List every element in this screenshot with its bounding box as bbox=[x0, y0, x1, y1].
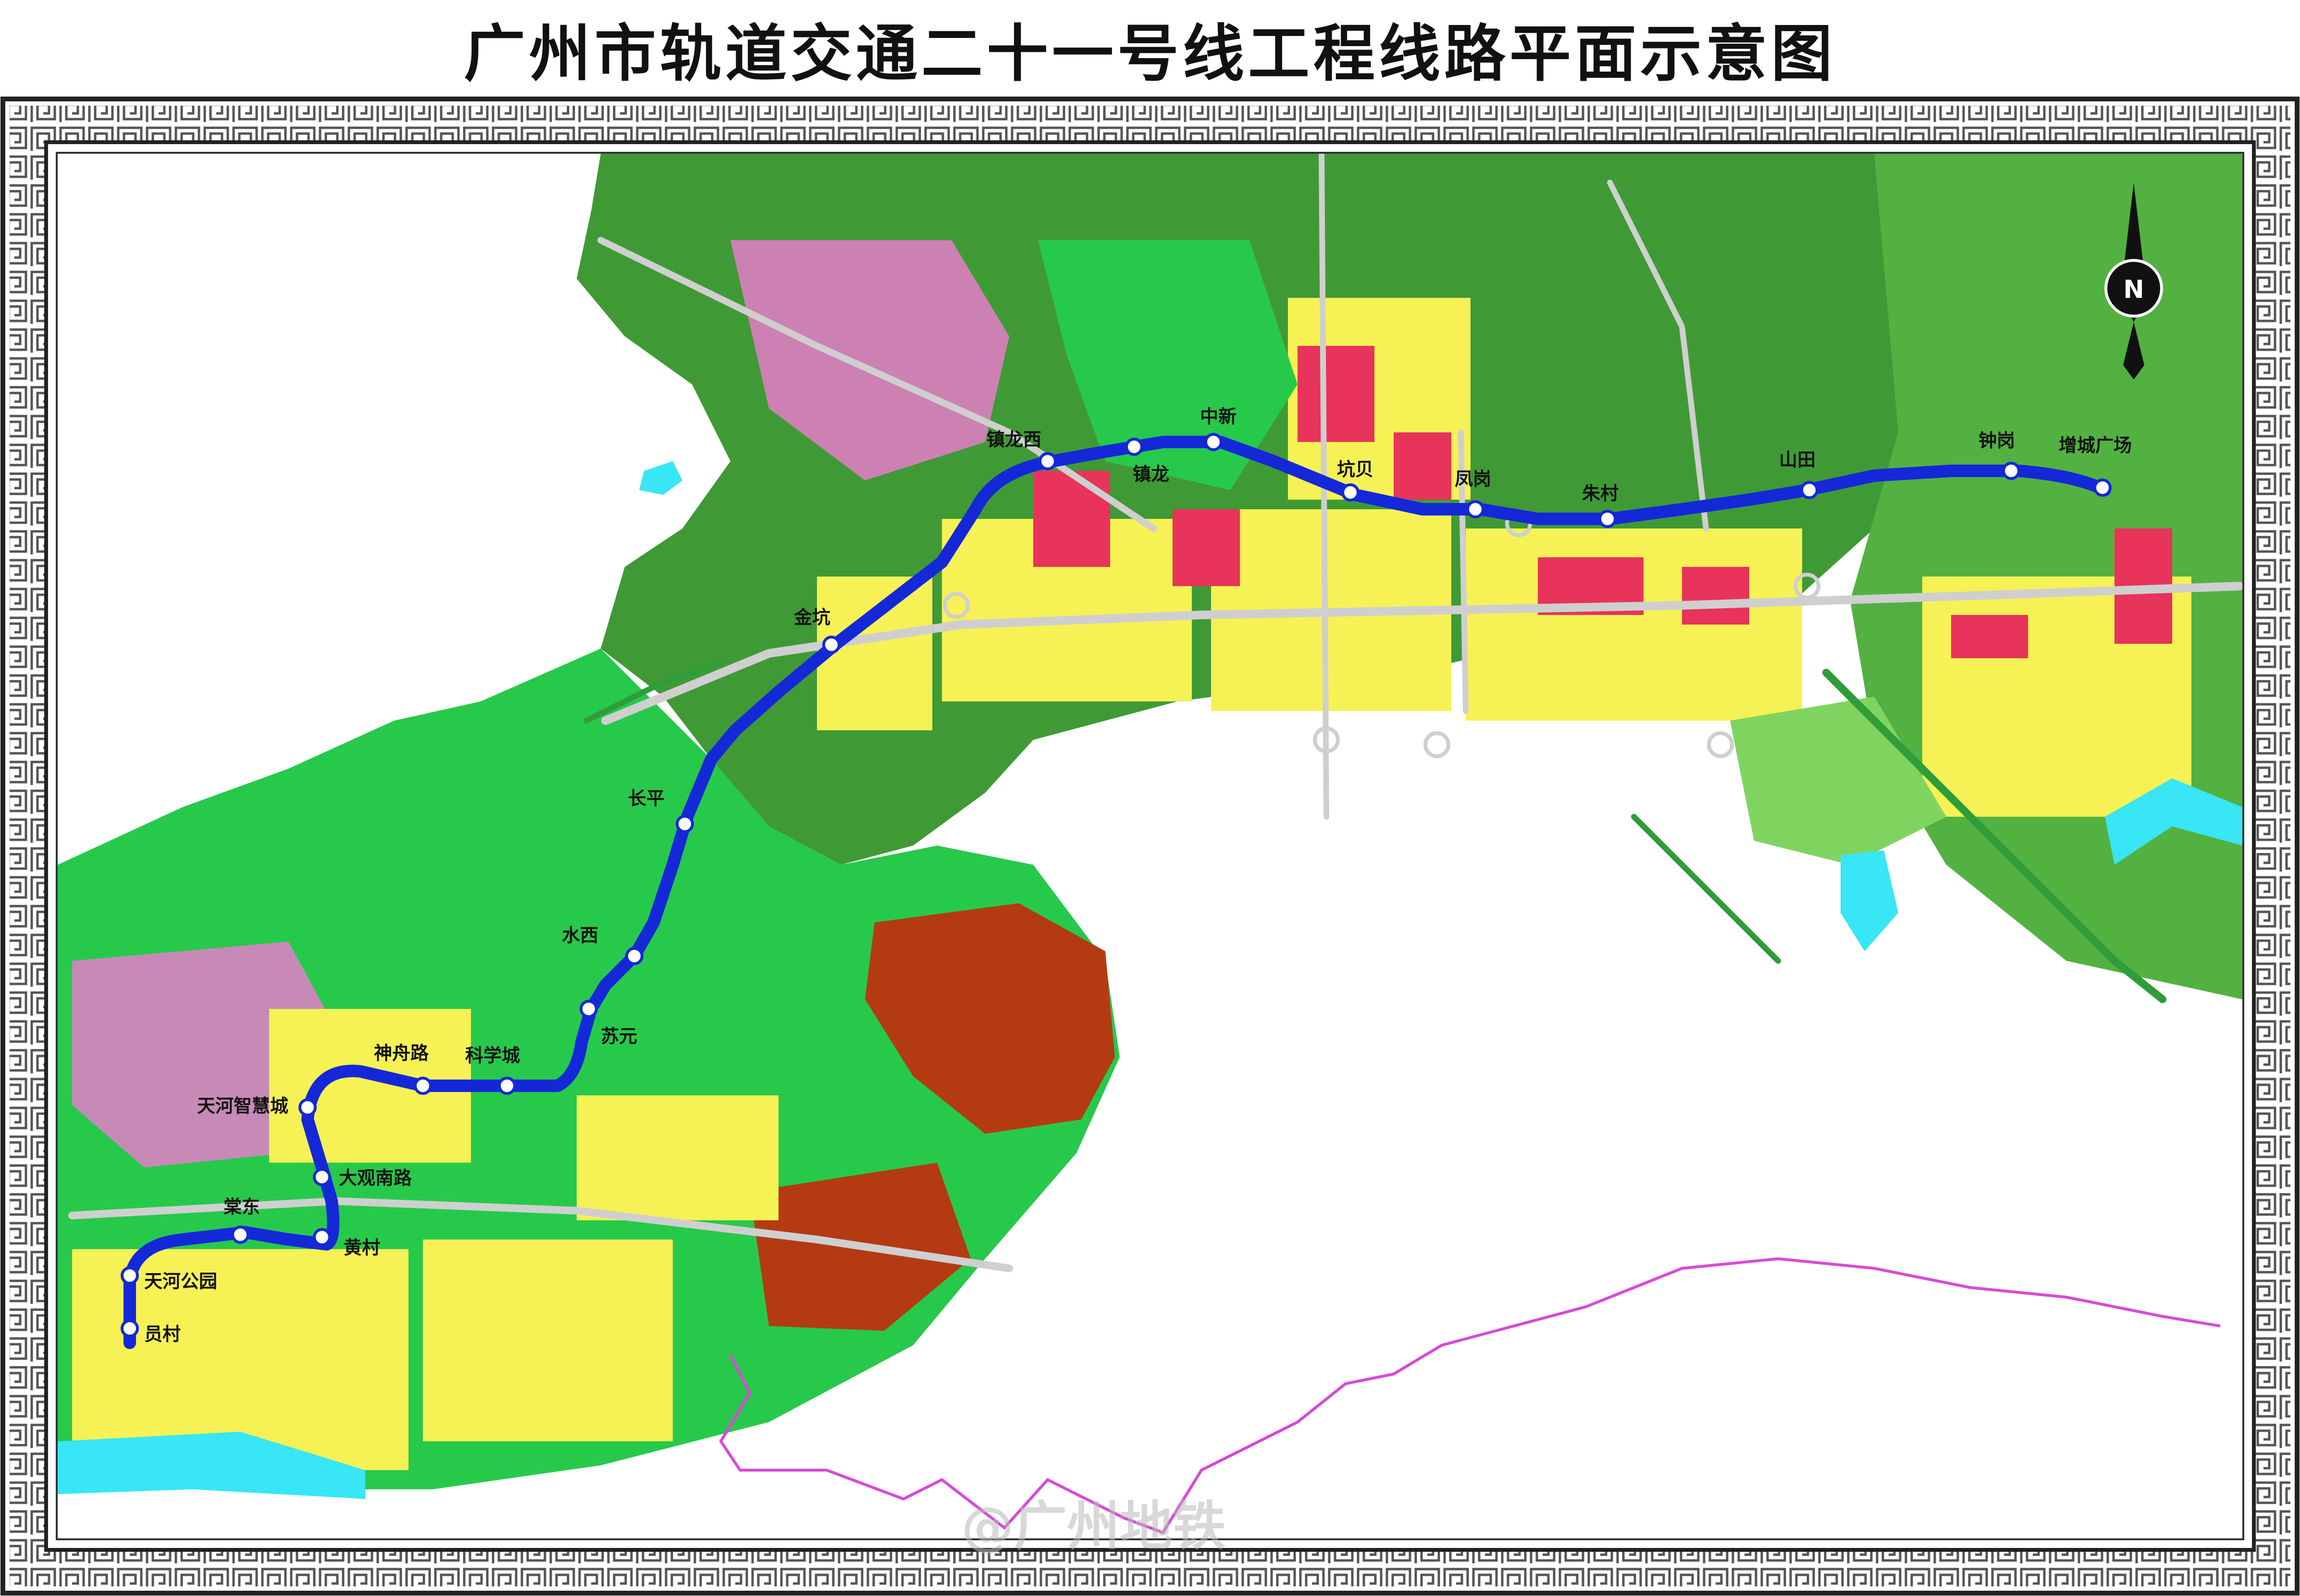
station-marker[interactable] bbox=[1039, 452, 1057, 470]
station-label: 镇龙西 bbox=[987, 429, 1041, 450]
north-arrow-disc bbox=[2104, 259, 2163, 318]
district-boundary bbox=[719, 1257, 2221, 1535]
station-marker[interactable] bbox=[822, 636, 841, 654]
north-arrow-tail bbox=[2123, 322, 2144, 380]
station-label: 凤岗 bbox=[1455, 468, 1491, 490]
park-wedge-nw bbox=[1038, 240, 1298, 490]
station-label: 天河公园 bbox=[144, 1271, 217, 1292]
station-marker[interactable] bbox=[2002, 462, 2020, 480]
border-outer-line bbox=[0, 97, 2300, 1596]
station-label: 棠东 bbox=[223, 1196, 260, 1217]
station-marker[interactable] bbox=[625, 947, 643, 965]
station-marker[interactable] bbox=[1204, 433, 1223, 451]
station-label: 镇龙 bbox=[1133, 464, 1169, 485]
station-marker[interactable] bbox=[121, 1319, 139, 1338]
station-label: 神舟路 bbox=[374, 1043, 429, 1064]
north-arrow-letter: N bbox=[2123, 275, 2144, 304]
station-label: 天河智慧城 bbox=[197, 1095, 288, 1117]
station-label: 黄村 bbox=[344, 1237, 380, 1258]
station-marker[interactable] bbox=[1341, 483, 1360, 502]
station-label: 大观南路 bbox=[339, 1167, 412, 1189]
map-title: 广州市轨道交通二十一号线工程线路平面示意图 bbox=[463, 18, 1836, 90]
lake-north bbox=[639, 461, 682, 495]
station-label: 朱村 bbox=[1582, 483, 1619, 504]
station-label: 员村 bbox=[144, 1324, 181, 1345]
station-label: 钟岗 bbox=[1978, 430, 2015, 451]
station-label: 中新 bbox=[1200, 406, 1237, 427]
station-label: 山田 bbox=[1779, 449, 1816, 470]
station-label: 科学城 bbox=[465, 1045, 520, 1066]
station-label: 苏元 bbox=[601, 1026, 637, 1047]
river-east bbox=[2105, 778, 2242, 865]
station-marker[interactable] bbox=[2093, 479, 2112, 497]
station-marker[interactable] bbox=[1598, 510, 1617, 528]
watermark: @广州地铁 bbox=[961, 1496, 1225, 1557]
station-marker[interactable] bbox=[580, 1000, 598, 1018]
station-marker[interactable] bbox=[1125, 438, 1143, 456]
land-use-layer bbox=[58, 154, 2242, 1499]
station-marker[interactable] bbox=[676, 815, 694, 833]
station-marker[interactable] bbox=[313, 1168, 331, 1186]
station-marker[interactable] bbox=[498, 1077, 516, 1095]
station-label: 金坑 bbox=[793, 607, 830, 628]
station-marker[interactable] bbox=[1800, 481, 1818, 499]
station-marker[interactable] bbox=[298, 1098, 317, 1117]
station-marker[interactable] bbox=[313, 1228, 331, 1246]
river-south bbox=[58, 1432, 365, 1499]
station-marker[interactable] bbox=[414, 1077, 432, 1095]
road-network bbox=[68, 154, 2242, 1272]
station-label: 长平 bbox=[628, 788, 665, 809]
station-marker[interactable] bbox=[1466, 500, 1484, 518]
station-label: 坑贝 bbox=[1337, 459, 1373, 480]
station-label: 水西 bbox=[562, 925, 598, 946]
station-marker[interactable] bbox=[121, 1266, 139, 1285]
north-arrow: N bbox=[2104, 183, 2163, 380]
station-marker[interactable] bbox=[231, 1226, 249, 1244]
industrial-zone bbox=[865, 903, 1115, 1134]
station-label: 增城广场 bbox=[2059, 435, 2132, 456]
mixed-use-zone-north bbox=[730, 240, 1009, 480]
lake-east bbox=[1841, 850, 1898, 951]
